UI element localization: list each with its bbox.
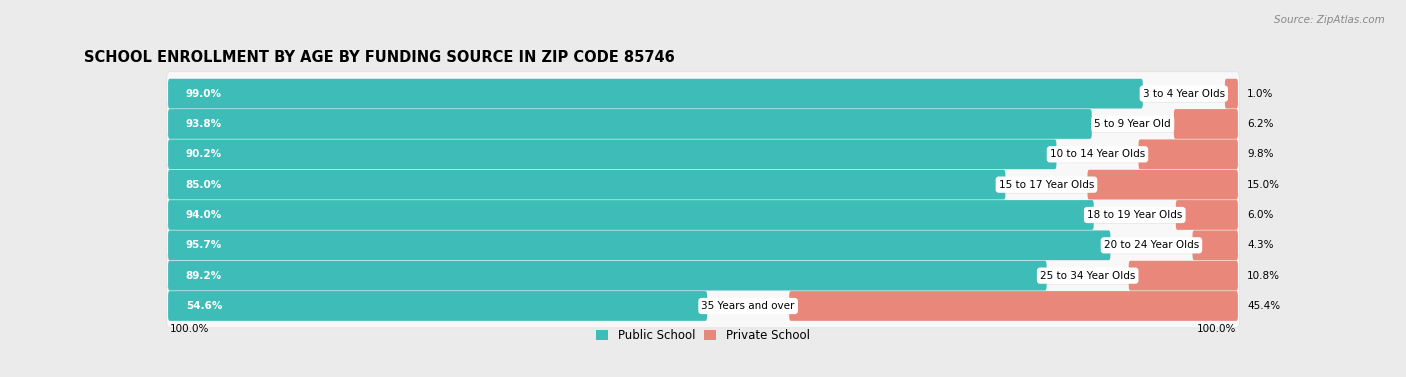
Text: 10 to 14 Year Olds: 10 to 14 Year Olds [1050, 149, 1144, 159]
Text: 1.0%: 1.0% [1247, 89, 1274, 99]
FancyBboxPatch shape [1139, 139, 1237, 169]
Text: SCHOOL ENROLLMENT BY AGE BY FUNDING SOURCE IN ZIP CODE 85746: SCHOOL ENROLLMENT BY AGE BY FUNDING SOUR… [84, 50, 675, 65]
FancyBboxPatch shape [169, 109, 1091, 139]
Text: 94.0%: 94.0% [186, 210, 222, 220]
Text: 100.0%: 100.0% [1197, 324, 1236, 334]
Text: 90.2%: 90.2% [186, 149, 222, 159]
Text: 100.0%: 100.0% [170, 324, 209, 334]
FancyBboxPatch shape [166, 224, 1240, 267]
FancyBboxPatch shape [1225, 79, 1237, 109]
Text: 6.0%: 6.0% [1247, 210, 1274, 220]
FancyBboxPatch shape [169, 261, 1046, 291]
Text: 15 to 17 Year Olds: 15 to 17 Year Olds [998, 180, 1094, 190]
FancyBboxPatch shape [1129, 261, 1237, 291]
FancyBboxPatch shape [166, 254, 1240, 297]
FancyBboxPatch shape [789, 291, 1237, 321]
Text: 6.2%: 6.2% [1247, 119, 1274, 129]
Text: 99.0%: 99.0% [186, 89, 222, 99]
Text: Source: ZipAtlas.com: Source: ZipAtlas.com [1274, 15, 1385, 25]
Text: 18 to 19 Year Olds: 18 to 19 Year Olds [1087, 210, 1182, 220]
Text: 3 to 4 Year Olds: 3 to 4 Year Olds [1143, 89, 1225, 99]
Text: 45.4%: 45.4% [1247, 301, 1279, 311]
FancyBboxPatch shape [166, 163, 1240, 207]
Text: 10.8%: 10.8% [1247, 271, 1279, 280]
Legend: Public School, Private School: Public School, Private School [592, 325, 814, 347]
FancyBboxPatch shape [169, 230, 1111, 260]
FancyBboxPatch shape [169, 79, 1143, 109]
FancyBboxPatch shape [169, 200, 1094, 230]
Text: 15.0%: 15.0% [1247, 180, 1279, 190]
FancyBboxPatch shape [169, 291, 707, 321]
Text: 4.3%: 4.3% [1247, 240, 1274, 250]
Text: 9.8%: 9.8% [1247, 149, 1274, 159]
Text: 85.0%: 85.0% [186, 180, 222, 190]
FancyBboxPatch shape [169, 170, 1005, 199]
FancyBboxPatch shape [166, 102, 1240, 146]
FancyBboxPatch shape [169, 139, 1056, 169]
FancyBboxPatch shape [166, 72, 1240, 115]
Text: 54.6%: 54.6% [186, 301, 222, 311]
FancyBboxPatch shape [166, 284, 1240, 328]
Text: 89.2%: 89.2% [186, 271, 222, 280]
Text: 25 to 34 Year Olds: 25 to 34 Year Olds [1040, 271, 1136, 280]
FancyBboxPatch shape [1174, 109, 1237, 139]
Text: 95.7%: 95.7% [186, 240, 222, 250]
FancyBboxPatch shape [1192, 230, 1237, 260]
Text: 5 to 9 Year Old: 5 to 9 Year Old [1094, 119, 1171, 129]
Text: 20 to 24 Year Olds: 20 to 24 Year Olds [1104, 240, 1199, 250]
FancyBboxPatch shape [1175, 200, 1237, 230]
Text: 93.8%: 93.8% [186, 119, 222, 129]
Text: 35 Years and over: 35 Years and over [702, 301, 794, 311]
FancyBboxPatch shape [166, 132, 1240, 176]
FancyBboxPatch shape [166, 193, 1240, 237]
FancyBboxPatch shape [1087, 170, 1237, 199]
